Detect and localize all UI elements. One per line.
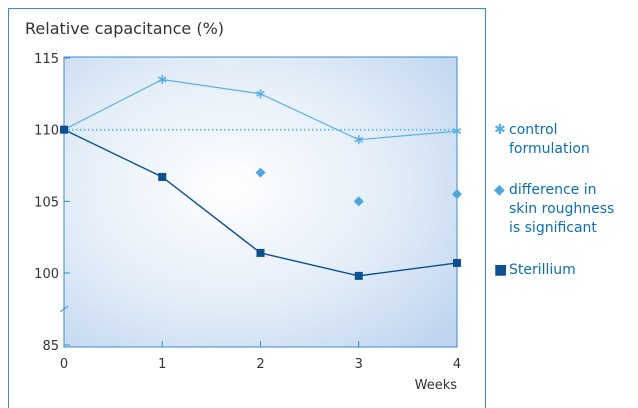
x-tick-label: 2 <box>256 357 264 372</box>
legend-label-control: control formulation <box>509 122 590 157</box>
asterisk-marker-icon: ✱ <box>494 122 506 138</box>
data-point-square <box>354 271 363 280</box>
x-tick-label: 4 <box>453 357 461 372</box>
x-tick-label: 3 <box>355 357 363 372</box>
data-point-asterisk <box>256 89 265 99</box>
data-point-diamond <box>353 196 364 207</box>
data-point-asterisk <box>452 126 462 136</box>
data-point-asterisk <box>157 75 167 84</box>
plot-background <box>63 56 458 348</box>
square-marker-icon: ■ <box>494 262 508 278</box>
diamond-marker-icon: ◆ <box>494 182 505 198</box>
y-tick-label: 110 <box>34 124 59 139</box>
data-point-square <box>453 258 461 267</box>
asterisk-stroke <box>452 128 462 135</box>
axis-break-icon <box>59 305 69 313</box>
data-point-square <box>256 248 265 257</box>
legend-label-sterillium: Sterillium <box>509 262 576 278</box>
chart-title: Relative capacitance (%) <box>25 19 225 38</box>
y-tick-label: 100 <box>34 267 59 282</box>
asterisk-stroke <box>157 76 167 83</box>
asterisk-stroke <box>256 90 265 97</box>
x-axis-label: Weeks <box>415 378 458 393</box>
y-tick-label: 85 <box>42 339 59 354</box>
x-tick-label: 1 <box>158 357 166 372</box>
data-point-diamond <box>255 167 266 178</box>
y-tick-label: 105 <box>34 195 59 210</box>
data-point-square <box>60 125 68 134</box>
data-point-diamond <box>452 189 462 200</box>
x-tick-label: 0 <box>60 357 68 372</box>
legend-label-significant: difference in skin roughness is signific… <box>509 182 615 236</box>
data-point-asterisk <box>354 135 364 145</box>
chart-frame <box>8 8 486 408</box>
asterisk-stroke <box>354 136 364 143</box>
y-tick-label: 115 <box>34 52 59 67</box>
data-point-square <box>158 172 167 181</box>
